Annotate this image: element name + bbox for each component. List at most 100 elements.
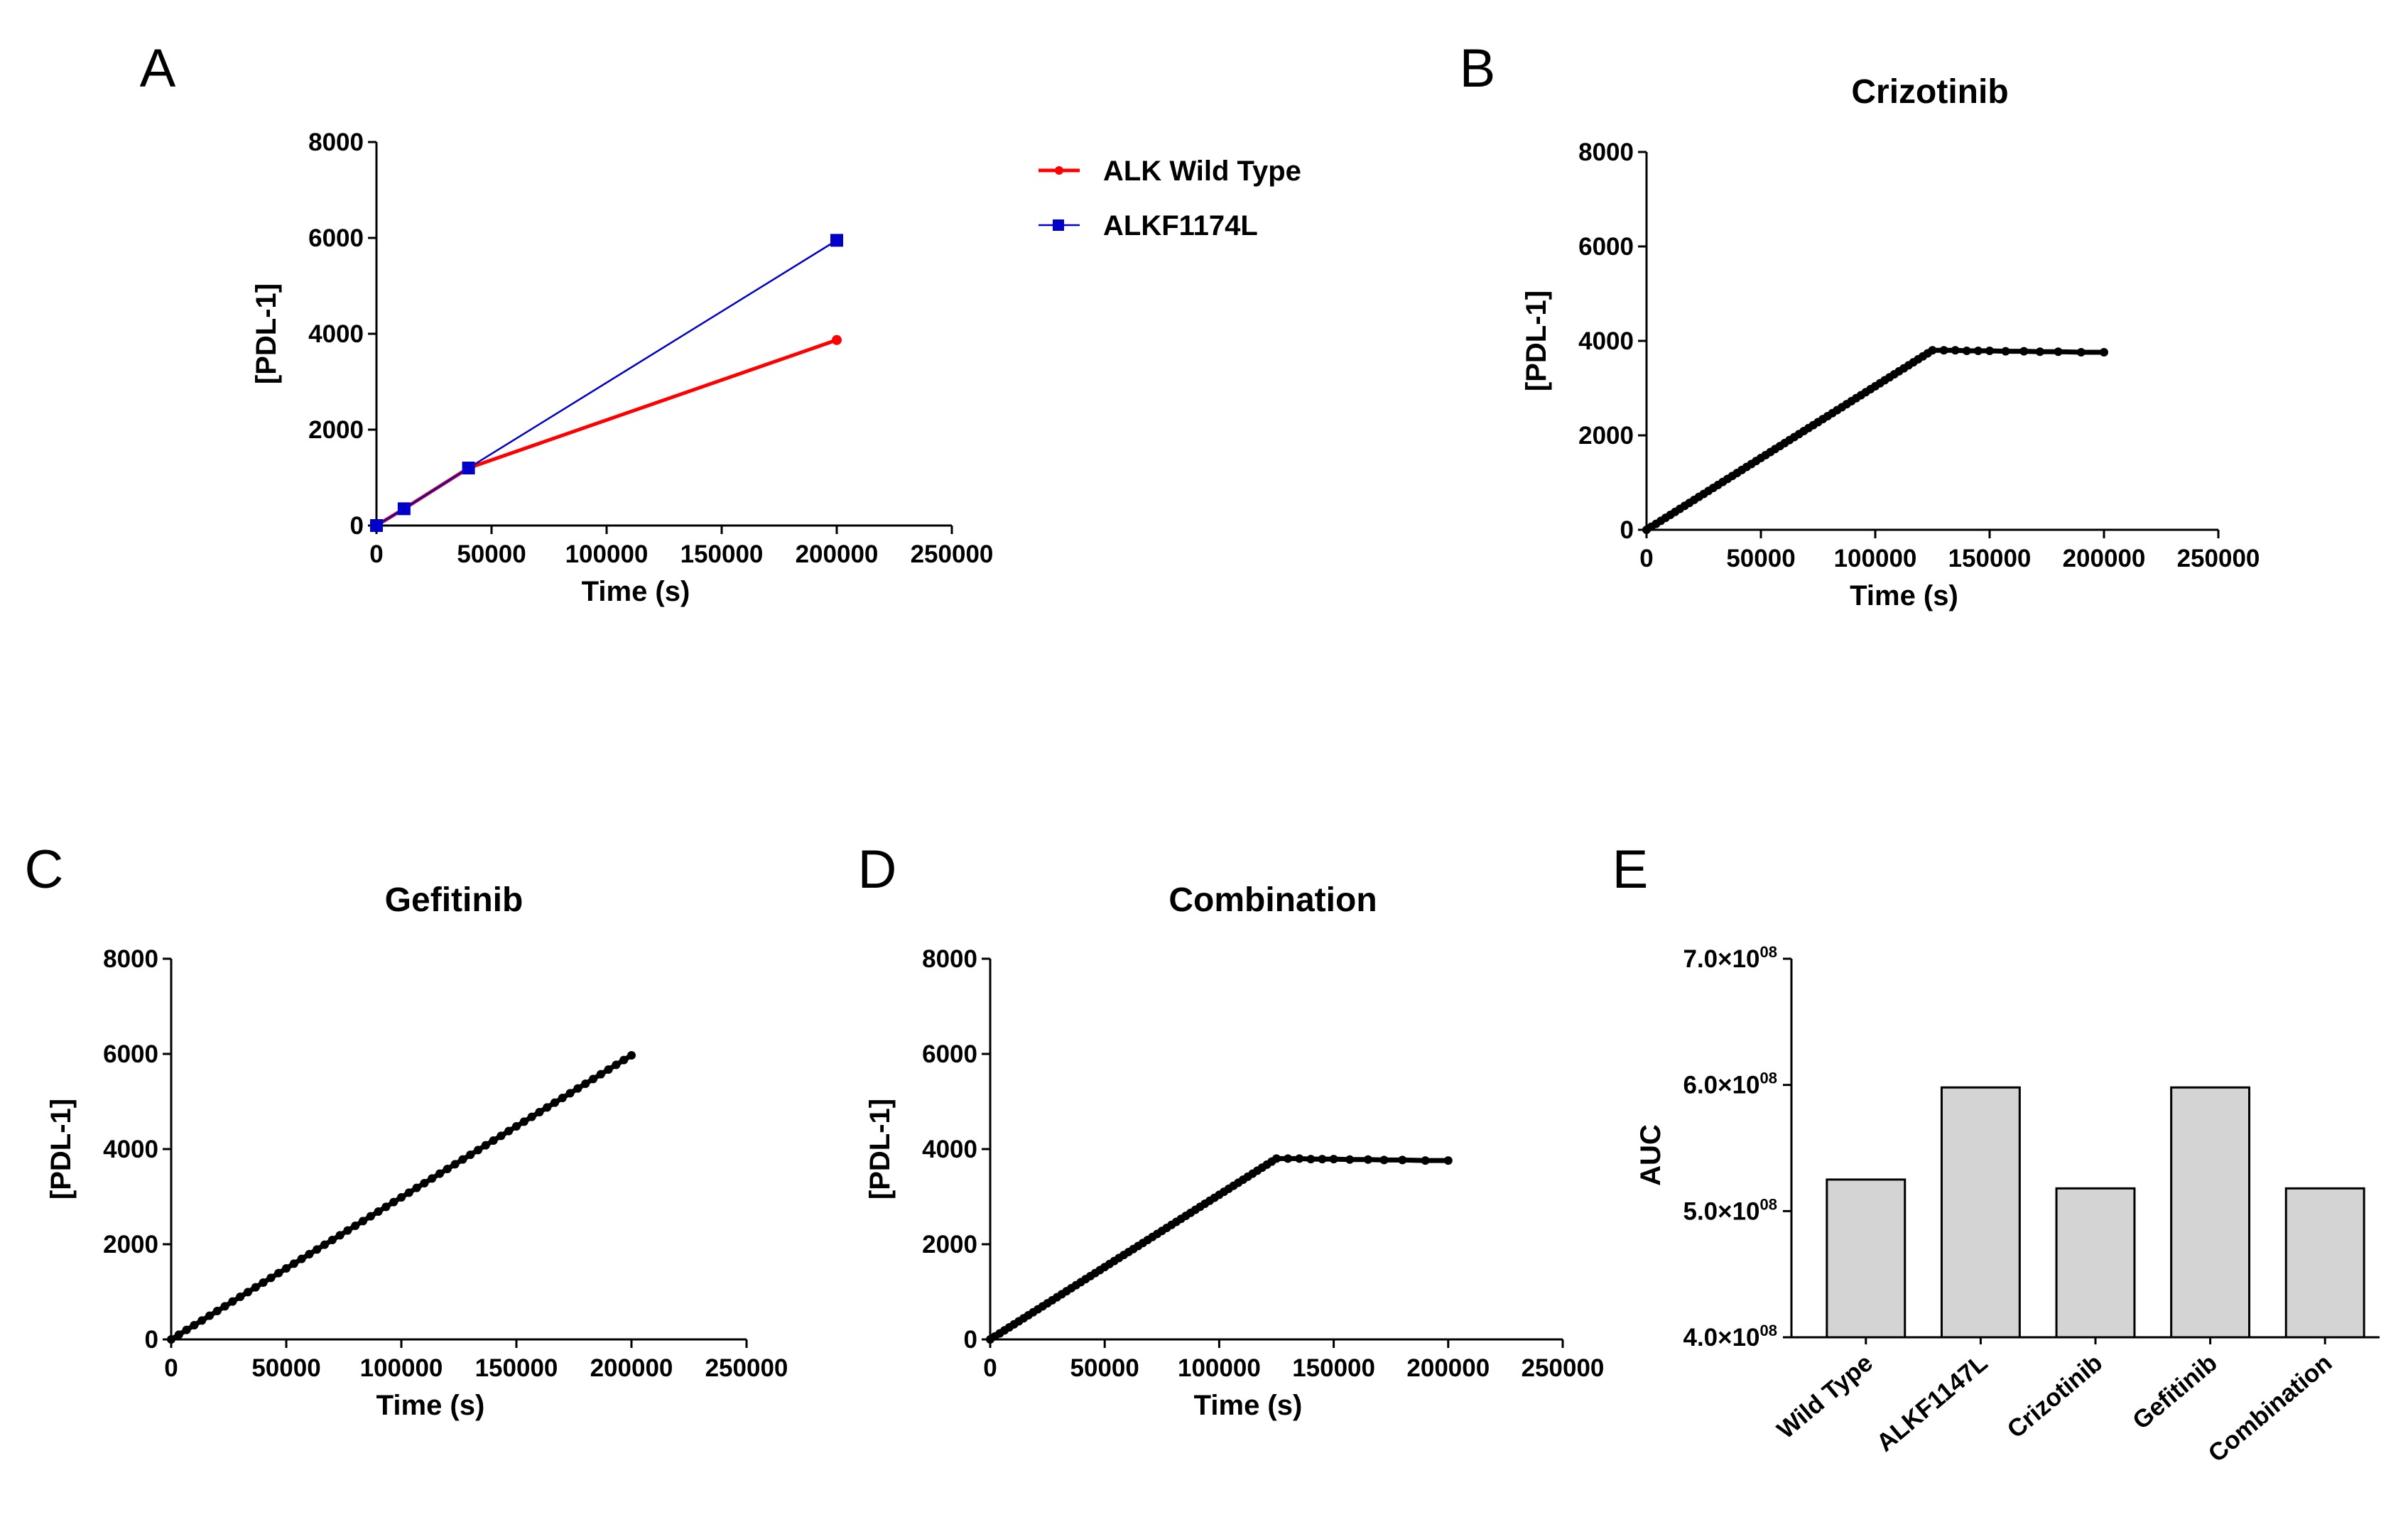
y-tick-mantissa: 6.0×10 bbox=[1683, 1072, 1759, 1099]
data-point bbox=[489, 1136, 498, 1146]
data-point bbox=[351, 1222, 360, 1231]
data-point bbox=[404, 1188, 413, 1197]
x-tick-label: 100000 bbox=[360, 1354, 443, 1382]
data-point bbox=[259, 1278, 268, 1288]
data-point bbox=[573, 1084, 582, 1093]
x-tick-label: 150000 bbox=[680, 540, 764, 568]
x-tick-label: 150000 bbox=[1292, 1354, 1375, 1382]
x-tick-label: 0 bbox=[369, 540, 383, 568]
legend: ALK Wild Type ALKF1174L bbox=[1038, 156, 1301, 241]
x-tick-label: 200000 bbox=[590, 1354, 673, 1382]
series-line bbox=[375, 338, 837, 528]
bar-combination bbox=[2284, 1187, 2365, 1339]
panel-b: B Crizotinib 0 50000 100000 150000 200000 25000… bbox=[1460, 38, 2260, 611]
data-point bbox=[565, 1089, 575, 1098]
legend-marker bbox=[1055, 166, 1063, 175]
data-point bbox=[2001, 347, 2010, 356]
data-point bbox=[212, 1307, 222, 1316]
data-point bbox=[1928, 346, 1937, 355]
data-point bbox=[2019, 347, 2029, 356]
series-line bbox=[1645, 347, 2104, 532]
data-point bbox=[1379, 1155, 1389, 1165]
data-point bbox=[481, 1141, 490, 1150]
data-point bbox=[167, 1335, 175, 1344]
y-tick-label: 0 bbox=[964, 1326, 977, 1354]
data-point bbox=[581, 1079, 590, 1089]
data-point bbox=[305, 1250, 314, 1259]
y-axis-label: AUC bbox=[1635, 1124, 1666, 1186]
x-tick-label: Combination bbox=[2203, 1349, 2337, 1467]
x-tick-label: Gefitinib bbox=[2127, 1349, 2223, 1435]
data-point bbox=[497, 1131, 506, 1141]
y-tick-label: 2000 bbox=[308, 416, 364, 444]
data-point bbox=[359, 1217, 367, 1226]
data-point bbox=[619, 1055, 629, 1065]
data-point bbox=[274, 1268, 283, 1278]
data-point bbox=[343, 1226, 352, 1235]
legend-label: ALK Wild Type bbox=[1103, 156, 1301, 187]
series-alk-wild-type bbox=[371, 334, 842, 531]
y-tick-label: 6000 bbox=[103, 1040, 158, 1068]
data-point bbox=[220, 1302, 229, 1311]
y-tick-mantissa: 5.0×10 bbox=[1683, 1197, 1759, 1225]
data-point bbox=[313, 1245, 322, 1254]
y-tick-label: 0 bbox=[350, 512, 364, 540]
chart-title: Crizotinib bbox=[1851, 73, 2008, 111]
y-tick-exponent: 08 bbox=[1760, 943, 1777, 961]
x-tick-label: 200000 bbox=[796, 540, 879, 568]
y-tick-label: 2000 bbox=[1578, 422, 1634, 450]
x-tick-label: 150000 bbox=[475, 1354, 558, 1382]
data-point bbox=[466, 1150, 475, 1160]
x-tick-label: Wild Type bbox=[1772, 1349, 1877, 1444]
data-point bbox=[297, 1254, 306, 1263]
x-tick-label: Crizotinib bbox=[2002, 1349, 2108, 1444]
y-tick-exponent: 08 bbox=[1760, 1070, 1777, 1087]
data-point bbox=[558, 1094, 567, 1103]
chart-title: Gefitinib bbox=[385, 881, 524, 919]
y-tick-label: 8000 bbox=[103, 945, 158, 973]
data-point bbox=[2076, 347, 2086, 357]
data-point bbox=[1939, 346, 1948, 355]
data-point bbox=[397, 1193, 406, 1202]
data-point bbox=[244, 1288, 252, 1297]
data-point bbox=[612, 1060, 621, 1070]
data-point bbox=[289, 1259, 298, 1268]
y-tick-label: 6000 bbox=[922, 1040, 977, 1068]
data-point bbox=[228, 1297, 237, 1306]
y-tick-label: 2000 bbox=[922, 1231, 977, 1258]
data-point bbox=[458, 1155, 467, 1164]
y-tick-label: 6000 bbox=[308, 224, 364, 252]
data-point bbox=[335, 1231, 345, 1240]
y-tick-label: 5.0×1008 bbox=[1683, 1195, 1777, 1225]
bar-crizotinib bbox=[2055, 1187, 2136, 1339]
data-point bbox=[1345, 1155, 1355, 1164]
x-tick-label: 100000 bbox=[1178, 1354, 1261, 1382]
y-tick-label: 4000 bbox=[1578, 327, 1634, 355]
x-tick-label: 50000 bbox=[457, 540, 526, 568]
data-point bbox=[266, 1273, 276, 1283]
series-alkf1174l bbox=[370, 234, 843, 532]
data-point bbox=[462, 462, 475, 474]
x-tick-label: 100000 bbox=[565, 540, 649, 568]
series-line bbox=[376, 239, 837, 527]
x-tick-label: 0 bbox=[983, 1354, 997, 1382]
data-point bbox=[512, 1122, 521, 1131]
data-point bbox=[519, 1117, 528, 1126]
data-point bbox=[1363, 1155, 1372, 1164]
data-point bbox=[589, 1075, 597, 1084]
data-point bbox=[197, 1316, 207, 1325]
y-axis-label: [PDL-1] bbox=[251, 283, 282, 384]
y-tick-label: 6000 bbox=[1578, 233, 1634, 261]
y-tick-label: 2000 bbox=[103, 1231, 158, 1258]
data-point bbox=[551, 1098, 559, 1107]
x-tick-label: ALKF1147L bbox=[1871, 1349, 1992, 1457]
x-tick-label: 150000 bbox=[1948, 545, 2032, 572]
data-point bbox=[1398, 1155, 1407, 1165]
y-tick-label: 8000 bbox=[922, 945, 977, 973]
data-point bbox=[443, 1165, 452, 1174]
data-point bbox=[504, 1126, 514, 1136]
panel-letter: C bbox=[25, 839, 64, 900]
data-point bbox=[1421, 1156, 1430, 1165]
data-point bbox=[428, 1174, 437, 1183]
y-tick-label: 4.0×1008 bbox=[1683, 1322, 1777, 1351]
